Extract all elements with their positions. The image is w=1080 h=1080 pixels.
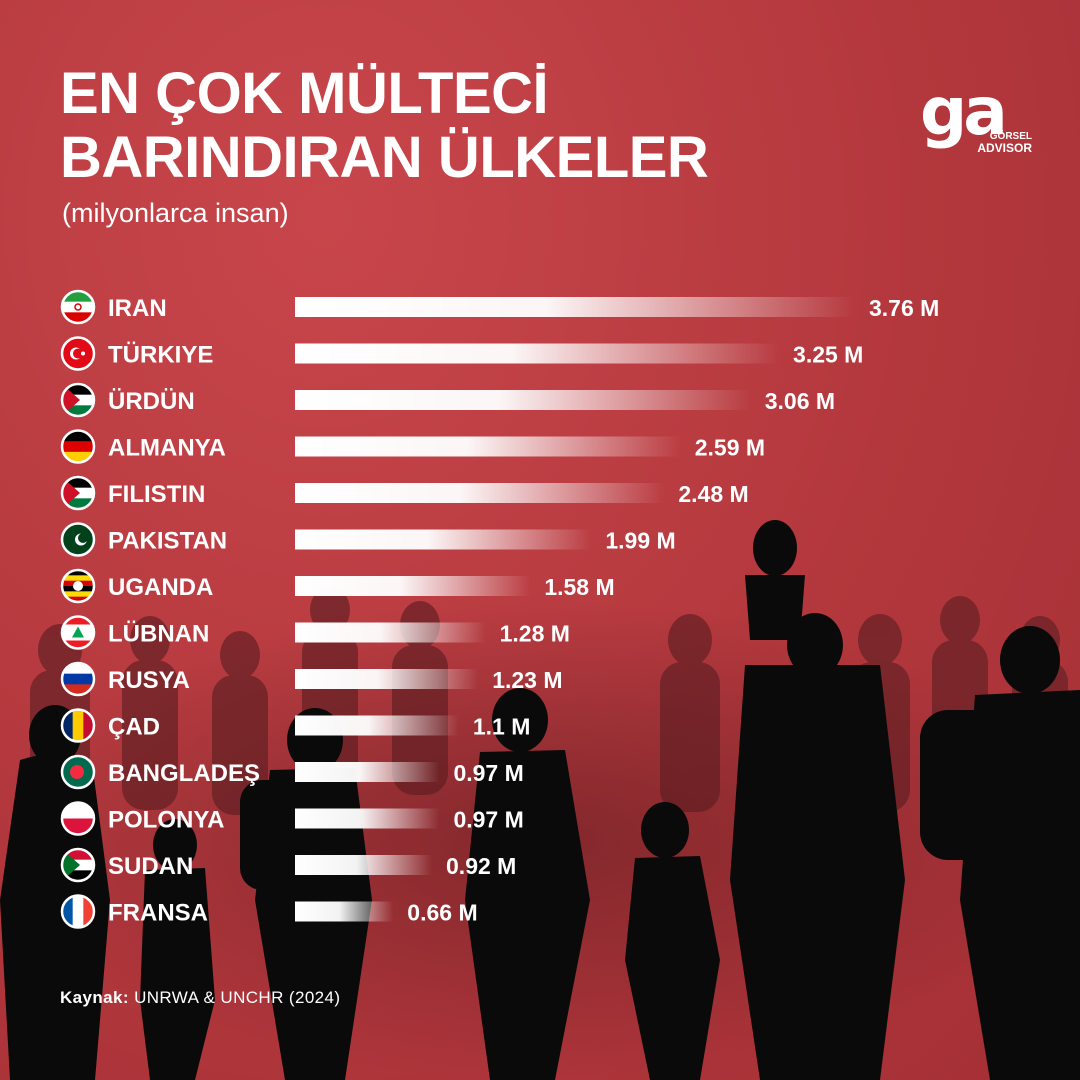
value-label: 3.06 M	[765, 388, 835, 414]
value-label: 3.25 M	[793, 342, 863, 368]
chart-row: PAKISTAN 1.99 M	[60, 522, 676, 557]
chart-row: FILISTIN 2.48 M	[60, 475, 749, 511]
bar	[295, 436, 681, 457]
category-label: ÜRDÜN	[108, 388, 195, 415]
category-label: ÇAD	[108, 714, 160, 741]
lebanon-flag-icon	[60, 615, 96, 650]
chart-row: LÜBNAN 1.28 M	[60, 615, 570, 650]
chart-row: ÇAD 1.1 M	[60, 708, 531, 743]
turkey-flag-icon	[60, 336, 96, 371]
bar	[295, 669, 479, 689]
category-label: RUSYA	[108, 667, 190, 694]
category-label: POLONYA	[108, 807, 224, 834]
bar	[295, 529, 592, 550]
category-label: IRAN	[108, 295, 167, 322]
chart-row: RUSYA 1.23 M	[60, 661, 563, 697]
value-label: 3.76 M	[869, 295, 939, 321]
title-line-2: BARINDIRAN ÜLKELER	[60, 125, 709, 190]
palestine-flag-icon	[60, 475, 96, 511]
chart-row: BANGLADEŞ 0.97 M	[60, 754, 524, 790]
bar	[295, 297, 855, 317]
russia-flag-icon	[60, 661, 96, 697]
bar	[295, 901, 394, 922]
chart-title: EN ÇOK MÜLTECİ BARINDIRAN ÜLKELER	[60, 61, 709, 190]
category-label: ALMANYA	[108, 435, 226, 462]
category-label: UGANDA	[108, 574, 213, 601]
pakistan-flag-icon	[60, 522, 96, 557]
value-label: 0.92 M	[446, 853, 516, 879]
category-label: FILISTIN	[108, 481, 205, 508]
chart-row: UGANDA 1.58 M	[60, 568, 615, 604]
bar	[295, 576, 531, 596]
logo-mark: ga	[920, 73, 1004, 150]
value-label: 0.97 M	[453, 760, 523, 786]
logo-word-1: GÖRSEL	[989, 131, 1032, 142]
chad-flag-icon	[60, 708, 96, 743]
bar	[295, 343, 780, 364]
chart-row: ÜRDÜN 3.06 M	[60, 382, 835, 418]
sudan-flag-icon	[60, 847, 96, 883]
bar	[295, 390, 751, 410]
value-label: 0.97 M	[453, 807, 523, 833]
bangladesh-flag-icon	[60, 754, 96, 790]
chart-subtitle: (milyonlarca insan)	[62, 198, 289, 228]
france-flag-icon	[60, 894, 96, 929]
category-label: TÜRKIYE	[108, 342, 213, 369]
bar	[295, 715, 459, 736]
source-text: UNRWA & UNCHR (2024)	[134, 988, 341, 1007]
bar	[295, 808, 440, 829]
category-label: FRANSA	[108, 900, 208, 927]
chart-row: FRANSA 0.66 M	[60, 894, 478, 929]
iran-flag-icon	[60, 289, 96, 325]
bar	[295, 483, 665, 503]
category-label: SUDAN	[108, 853, 193, 880]
chart-row: SUDAN 0.92 M	[60, 847, 516, 883]
poland-flag-icon	[60, 801, 96, 836]
value-label: 2.48 M	[678, 481, 748, 507]
bar	[295, 855, 433, 875]
category-label: PAKISTAN	[108, 528, 227, 555]
chart-row: TÜRKIYE 3.25 M	[60, 336, 863, 371]
bar	[295, 762, 440, 782]
chart-row: POLONYA 0.97 M	[60, 801, 524, 836]
value-label: 1.28 M	[500, 621, 570, 647]
chart-row: ALMANYA 2.59 M	[60, 429, 765, 464]
uganda-flag-icon	[60, 568, 96, 604]
category-label: BANGLADEŞ	[108, 760, 260, 787]
source-note: Kaynak: UNRWA & UNCHR (2024)	[60, 988, 340, 1008]
logo-word-2: ADVISOR	[977, 141, 1032, 155]
value-label: 1.99 M	[605, 528, 675, 554]
value-label: 1.1 M	[473, 714, 531, 740]
category-label: LÜBNAN	[108, 621, 209, 648]
foreground-crowd	[0, 520, 1080, 1080]
bar	[295, 622, 486, 643]
gorsel-advisor-logo: ga	[920, 73, 1008, 150]
jordan-flag-icon	[60, 382, 96, 418]
value-label: 1.23 M	[492, 667, 562, 693]
chart-row: IRAN 3.76 M	[60, 289, 939, 325]
value-label: 1.58 M	[544, 574, 614, 600]
germany-flag-icon	[60, 429, 96, 464]
value-label: 2.59 M	[695, 435, 765, 461]
source-label: Kaynak:	[60, 988, 129, 1007]
title-line-1: EN ÇOK MÜLTECİ	[60, 61, 549, 126]
value-label: 0.66 M	[407, 900, 477, 926]
